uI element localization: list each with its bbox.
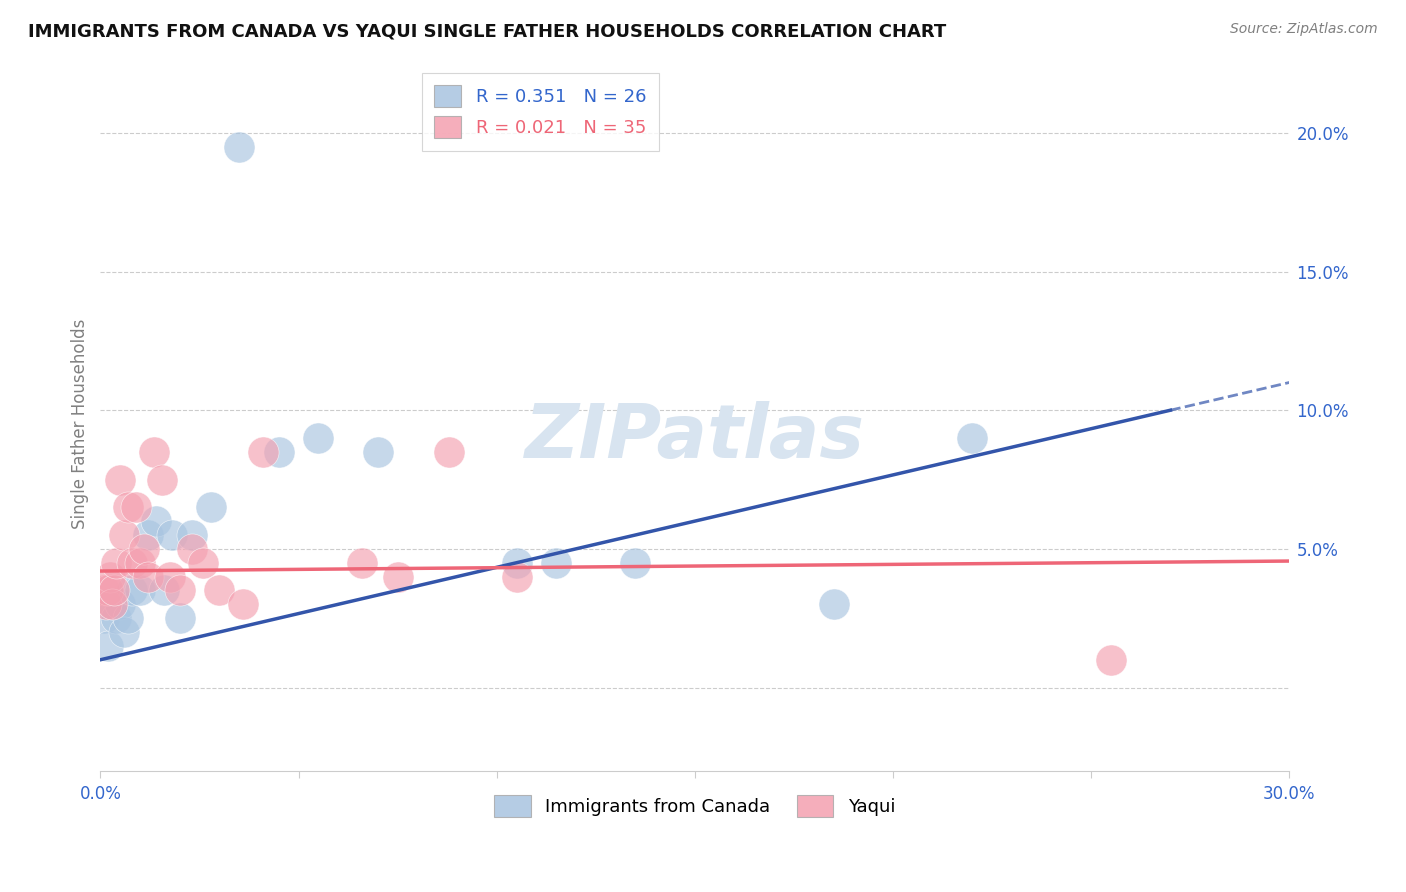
Point (505, 556, 527, 570)
Text: ZIPatlas: ZIPatlas (524, 401, 865, 475)
Point (97, 639, 120, 653)
Text: IMMIGRANTS FROM CANADA VS YAQUI SINGLE FATHER HOUSEHOLDS CORRELATION CHART: IMMIGRANTS FROM CANADA VS YAQUI SINGLE F… (28, 22, 946, 40)
Point (169, 611, 191, 625)
Point (117, 500, 139, 515)
Point (129, 556, 152, 570)
Point (97, 583, 120, 598)
Point (112, 625, 135, 640)
Point (150, 473, 173, 487)
Point (129, 583, 152, 598)
Point (193, 556, 215, 570)
Point (132, 541, 155, 556)
Point (350, 556, 373, 570)
Point (159, 569, 181, 583)
Point (200, 500, 222, 515)
Point (105, 611, 128, 625)
Point (1099, 653, 1122, 667)
Point (93, 611, 115, 625)
Point (823, 597, 845, 611)
Point (208, 583, 231, 598)
Point (103, 583, 125, 598)
Point (180, 541, 202, 556)
Point (93, 583, 115, 598)
Point (437, 444, 460, 458)
Point (307, 431, 329, 445)
Point (546, 556, 568, 570)
Point (105, 556, 128, 570)
Point (136, 528, 159, 542)
Point (267, 444, 290, 458)
Point (145, 514, 167, 528)
Legend: Immigrants from Canada, Yaqui: Immigrants from Canada, Yaqui (488, 788, 903, 824)
Point (160, 528, 183, 542)
Point (228, 140, 250, 154)
Y-axis label: Single Father Households: Single Father Households (72, 318, 89, 529)
Point (108, 473, 131, 487)
Point (117, 611, 139, 625)
Point (101, 597, 124, 611)
Point (96, 597, 118, 611)
Point (169, 583, 191, 598)
Point (624, 556, 647, 570)
Point (252, 444, 274, 458)
Point (232, 597, 254, 611)
Point (136, 569, 159, 583)
Point (367, 444, 389, 458)
Point (180, 528, 202, 542)
Point (962, 431, 984, 445)
Point (101, 597, 124, 611)
Point (125, 500, 148, 515)
Point (387, 569, 409, 583)
Point (108, 597, 131, 611)
Point (505, 569, 527, 583)
Point (121, 556, 143, 570)
Point (142, 444, 165, 458)
Point (121, 583, 143, 598)
Point (152, 583, 174, 598)
Text: Source: ZipAtlas.com: Source: ZipAtlas.com (1230, 22, 1378, 37)
Point (112, 528, 135, 542)
Point (98, 569, 121, 583)
